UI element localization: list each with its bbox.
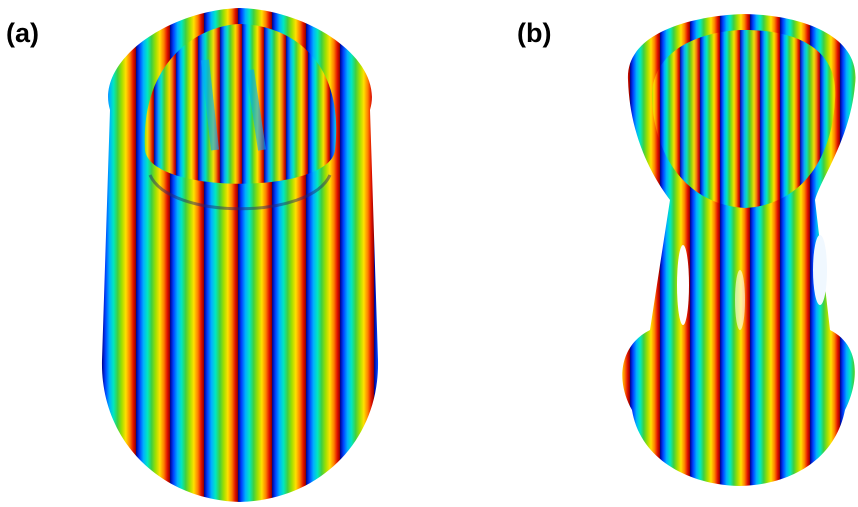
panel-label-a: (a) xyxy=(6,18,39,48)
spool-shape-b xyxy=(622,14,856,486)
barrel-shape-a xyxy=(101,8,379,502)
panel-label-b: (b) xyxy=(517,18,552,48)
